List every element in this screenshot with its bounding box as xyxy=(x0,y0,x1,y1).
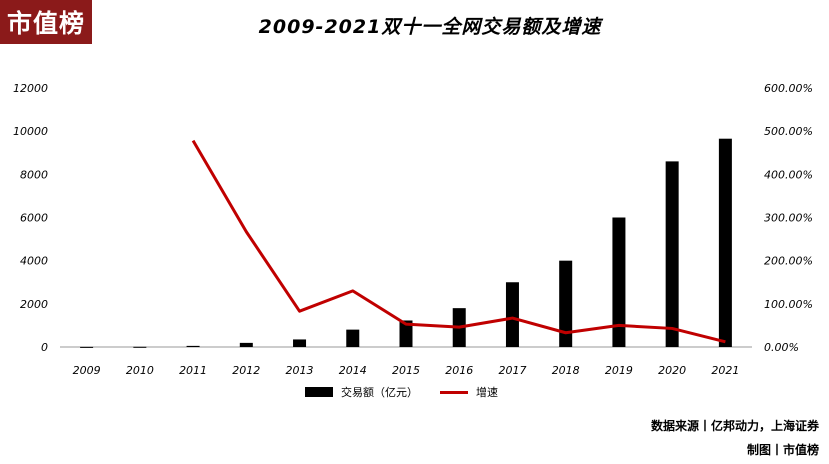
chart-legend: 交易额（亿元） 增速 xyxy=(305,383,498,401)
x-tick-label: 2018 xyxy=(552,364,580,377)
credit-note: 制图丨市值榜 xyxy=(746,443,819,457)
bar-volume xyxy=(665,161,679,347)
y-right-tick-label: 400.00% xyxy=(764,168,813,181)
y-left-tick-label: 12000 xyxy=(13,82,48,95)
x-tick-label: 2016 xyxy=(445,364,473,377)
line-growth xyxy=(191,139,726,344)
y-left-tick-label: 2000 xyxy=(20,298,48,311)
brand-logo: 市值榜 xyxy=(0,0,92,44)
y-left-tick-label: 4000 xyxy=(20,255,48,268)
x-tick-label: 2015 xyxy=(392,364,420,377)
bar-volume xyxy=(293,339,307,347)
y-left-tick-label: 8000 xyxy=(20,168,48,181)
bar-volume xyxy=(80,346,94,348)
y-right-tick-label: 300.00% xyxy=(764,212,813,225)
x-tick-label: 2011 xyxy=(179,364,207,377)
legend-swatch-volume xyxy=(305,387,333,397)
y-right-tick-label: 0.00% xyxy=(764,341,799,354)
bar-volume xyxy=(346,329,360,347)
y-right-tick-label: 200.00% xyxy=(764,255,813,268)
bar-volume xyxy=(133,346,147,348)
legend-label-growth: 增速 xyxy=(476,386,498,399)
chart-title: 2009-2021双十一全网交易额及增速 xyxy=(258,16,602,38)
x-tick-label: 2019 xyxy=(605,364,633,377)
y-left-tick-label: 10000 xyxy=(13,125,48,138)
source-note: 数据来源丨亿邦动力，上海证券 xyxy=(650,419,819,433)
legend-swatch-growth xyxy=(440,390,468,394)
x-tick-label: 2017 xyxy=(498,364,526,377)
bar-volume xyxy=(505,282,519,347)
bar-volume xyxy=(186,345,200,347)
x-tick-label: 2009 xyxy=(73,364,101,377)
x-tick-label: 2013 xyxy=(286,364,314,377)
x-tick-label: 2014 xyxy=(339,364,367,377)
y-right-tick-label: 500.00% xyxy=(764,125,813,138)
y-right-tick-label: 600.00% xyxy=(764,82,813,95)
y-left-tick-label: 6000 xyxy=(20,212,48,225)
bar-volume xyxy=(559,260,573,347)
bar-volume xyxy=(612,217,626,347)
y-left-tick-label: 0 xyxy=(41,341,48,354)
x-tick-label: 2010 xyxy=(126,364,154,377)
y-right-tick-label: 100.00% xyxy=(764,298,813,311)
legend-label-volume: 交易额（亿元） xyxy=(341,386,418,399)
x-tick-label: 2020 xyxy=(658,364,686,377)
bar-volume xyxy=(718,138,732,347)
bar-volume xyxy=(399,320,413,347)
x-tick-label: 2021 xyxy=(711,364,739,377)
bar-volume xyxy=(239,342,253,347)
x-tick-label: 2012 xyxy=(232,364,260,377)
